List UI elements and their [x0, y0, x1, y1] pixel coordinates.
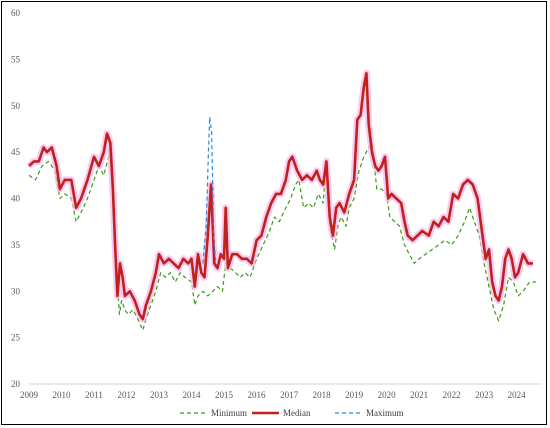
y-tick-label: 35 — [11, 240, 21, 250]
x-tick-label: 2010 — [53, 390, 72, 400]
x-tick-label: 2011 — [85, 390, 103, 400]
x-tick-label: 2020 — [378, 390, 397, 400]
y-tick-label: 50 — [11, 101, 21, 111]
x-tick-label: 2013 — [150, 390, 169, 400]
y-tick-label: 25 — [11, 333, 21, 343]
x-tick-label: 2016 — [248, 390, 267, 400]
legend-item-median: Median — [252, 408, 311, 418]
legend-label-maximum: Maximum — [366, 408, 404, 418]
series-line-median — [28, 72, 533, 321]
legend-label-median: Median — [283, 408, 311, 418]
x-tick-label: 2021 — [410, 390, 428, 400]
y-tick-label: 60 — [11, 8, 21, 18]
legend: Minimum Median Maximum — [180, 408, 404, 418]
series-line-minimum — [28, 142, 537, 331]
x-tick-label: 2014 — [183, 390, 202, 400]
y-tick-label: 30 — [11, 286, 21, 296]
x-tick-label: 2018 — [313, 390, 332, 400]
series-layer — [28, 72, 533, 321]
x-axis-ticks: 2009 2010 2011 2012 2013 2014 2015 2016 2017 2018… — [20, 390, 526, 400]
x-tick-label: 2024 — [508, 390, 527, 400]
series-glow-layer — [26, 69, 537, 331]
legend-label-minimum: Minimum — [211, 408, 247, 418]
x-tick-label: 2022 — [443, 390, 461, 400]
x-tick-label: 2012 — [118, 390, 136, 400]
series-line-maximum — [202, 116, 217, 264]
x-tick-label: 2009 — [20, 390, 39, 400]
y-tick-label: 45 — [11, 147, 21, 157]
legend-item-minimum: Minimum — [180, 408, 247, 418]
y-tick-label: 55 — [11, 54, 21, 64]
legend-item-maximum: Maximum — [335, 408, 404, 418]
y-tick-label: 40 — [11, 194, 21, 204]
x-tick-label: 2015 — [215, 390, 234, 400]
y-tick-label: 20 — [11, 379, 21, 389]
y-axis-ticks: 20 25 30 35 40 45 50 55 60 — [11, 8, 21, 389]
x-tick-label: 2019 — [345, 390, 364, 400]
x-tick-label: 2017 — [280, 390, 299, 400]
x-tick-label: 2023 — [475, 390, 494, 400]
